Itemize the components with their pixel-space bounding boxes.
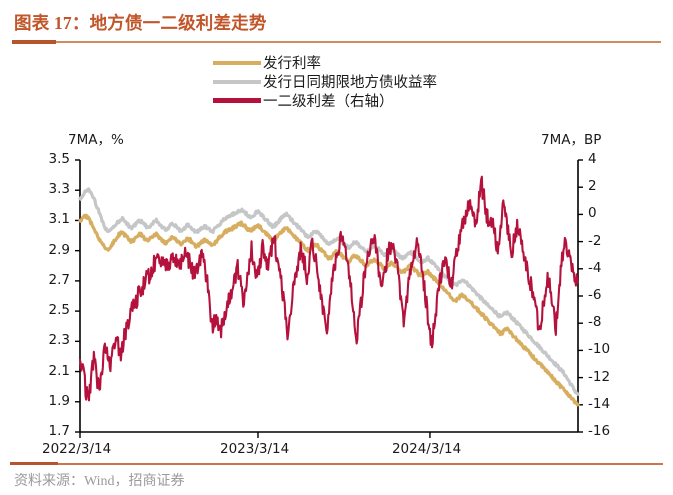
page-title: 图表 17：地方债一二级利差走势: [14, 13, 267, 33]
legend-label-issue-rate: 发行利率: [263, 56, 321, 72]
chart-area: 7MA，% 7MA，BP 1.7 1.9 2.1 2.3 2.5 2.7 2.9 3.1 3.3…: [0, 120, 673, 457]
footer-rule: [10, 463, 663, 465]
source-note: 资料来源：Wind，招商证券: [14, 474, 185, 489]
chart-plot: [75, 159, 583, 438]
y-axis-tick-label: 1.9: [48, 392, 70, 409]
y-axis-tick-label: 2.3: [48, 332, 70, 349]
left-axis-caption: 7MA，%: [68, 132, 124, 148]
y-axis-tick-label: 2.5: [48, 302, 70, 319]
y2-axis-tick-label: -6: [588, 287, 602, 303]
y2-axis-tick-label: -4: [588, 259, 602, 276]
x-axis-tick-label: 2023/3/14: [219, 441, 290, 457]
y-axis-tick-label: 1.7: [48, 423, 70, 439]
title-rule: [56, 41, 661, 43]
y2-axis-tick-label: -8: [588, 314, 602, 331]
y-axis-tick-label: 2.7: [48, 271, 70, 288]
x-axis-tick-label: 2024/3/14: [391, 441, 462, 457]
y2-axis-tick-label: 0: [588, 205, 597, 222]
y2-axis-tick-label: -14: [588, 395, 611, 412]
legend-label-secondary-yield: 发行日同期限地方债收益率: [263, 75, 437, 91]
y2-axis-tick-label: -12: [588, 368, 611, 385]
legend-swatch-secondary-yield: [213, 79, 261, 84]
legend-item-spread: 一二级利差（右轴）: [213, 91, 543, 110]
y-axis-tick-label: 3.3: [48, 181, 70, 198]
y2-axis-tick-label: 4: [588, 151, 597, 167]
chart-legend: 发行利率 发行日同期限地方债收益率 一二级利差（右轴）: [213, 53, 543, 110]
y2-axis-tick-label: -16: [588, 423, 611, 439]
y2-axis-tick-label: -2: [588, 232, 602, 249]
y2-axis-tick-label: -10: [588, 341, 611, 358]
title-rule-accent: [12, 40, 56, 44]
series-line: [78, 175, 580, 402]
legend-item-secondary-yield: 发行日同期限地方债收益率: [213, 72, 543, 91]
legend-item-issue-rate: 发行利率: [213, 53, 543, 72]
legend-label-spread: 一二级利差（右轴）: [263, 94, 394, 110]
y-axis-tick-label: 3.5: [48, 151, 70, 167]
y-axis-tick-label: 2.9: [48, 241, 70, 258]
legend-swatch-spread: [213, 98, 261, 103]
y2-axis-tick-label: 2: [588, 178, 597, 195]
series-line: [78, 187, 580, 396]
y-axis-tick-label: 3.1: [48, 211, 70, 228]
footer-rule-accent: [10, 462, 58, 465]
legend-swatch-issue-rate: [213, 60, 261, 65]
y-axis-tick-label: 2.1: [48, 362, 70, 379]
series-line: [78, 213, 580, 407]
x-axis-tick-label: 2022/3/14: [42, 441, 112, 457]
right-axis-caption: 7MA，BP: [541, 132, 602, 148]
